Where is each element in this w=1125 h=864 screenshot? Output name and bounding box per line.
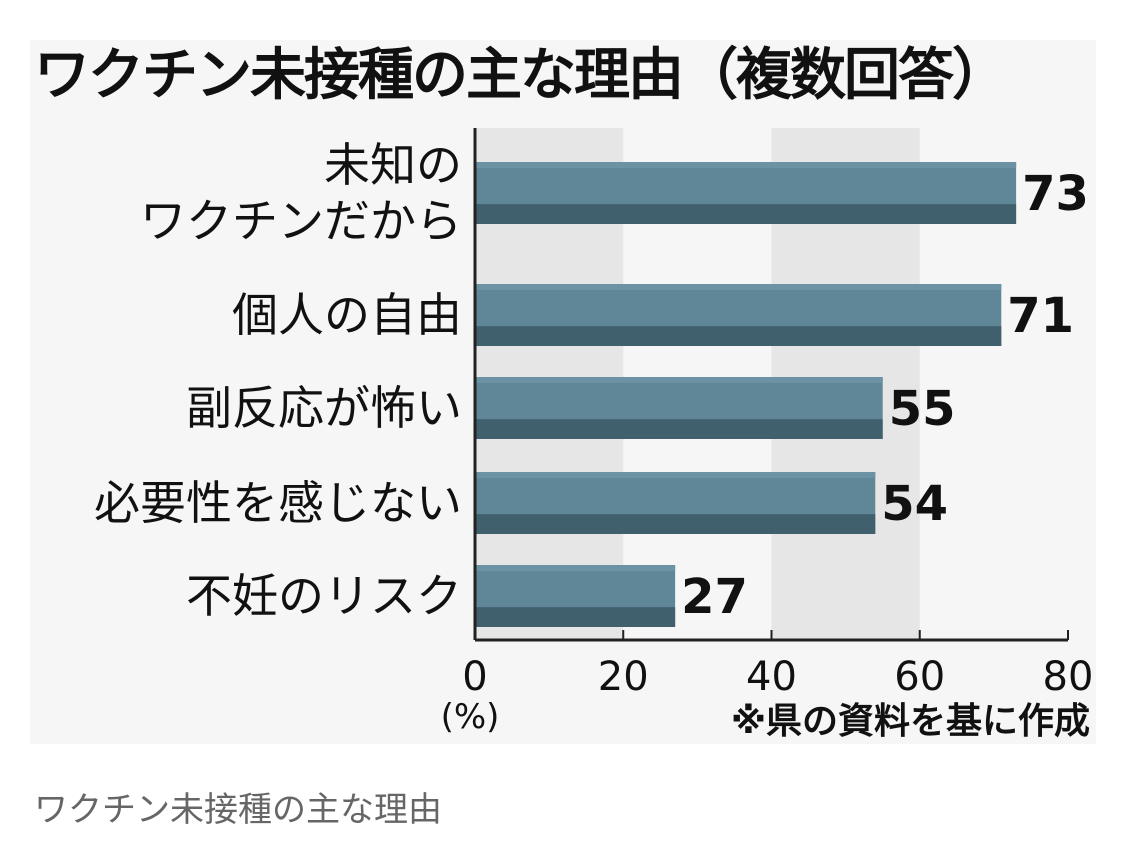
- bar-shade: [475, 607, 676, 627]
- image-caption: ワクチン未接種の主な理由: [34, 790, 442, 830]
- x-tick-label: 0: [462, 654, 487, 700]
- bar-highlight: [475, 284, 1002, 290]
- data-label: 73: [1022, 166, 1089, 222]
- x-tick-label: 60: [894, 654, 945, 700]
- chart-title: ワクチン未接種の主な理由（複数回答）: [34, 43, 1008, 108]
- category-label: 必要性を感じない: [94, 476, 462, 530]
- bar-shade: [475, 514, 876, 534]
- bar-highlight: [475, 472, 876, 478]
- category-label: 未知の: [324, 138, 462, 192]
- data-label: 27: [681, 569, 748, 625]
- data-label: 54: [881, 476, 948, 532]
- category-label: 副反応が怖い: [186, 381, 462, 435]
- x-tick-label: 40: [746, 654, 797, 700]
- bar-shade: [475, 204, 1017, 224]
- x-tick-label: 80: [1043, 654, 1094, 700]
- category-label: ワクチンだから: [140, 194, 462, 248]
- unit-label: (%): [441, 697, 500, 737]
- bar-highlight: [475, 565, 676, 571]
- bar-shade: [475, 419, 883, 439]
- bar-highlight: [475, 377, 883, 383]
- data-label: 55: [889, 381, 956, 437]
- x-tick-label: 20: [598, 654, 649, 700]
- category-label: 個人の自由: [232, 288, 462, 342]
- bar-shade: [475, 326, 1002, 346]
- bar-highlight: [475, 162, 1017, 168]
- source-note: ※県の資料を基に作成: [731, 701, 1090, 742]
- data-label: 71: [1007, 288, 1074, 344]
- category-label: 不妊のリスク: [186, 569, 462, 623]
